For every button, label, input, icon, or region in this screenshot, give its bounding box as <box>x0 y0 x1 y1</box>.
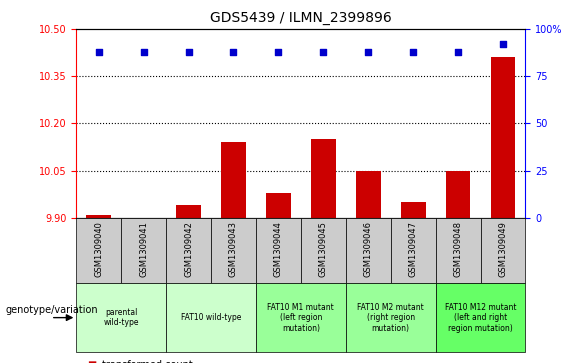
Bar <box>480 218 525 283</box>
Text: GSM1309048: GSM1309048 <box>454 221 463 277</box>
Bar <box>211 218 256 283</box>
Bar <box>490 57 515 218</box>
Point <box>408 49 418 54</box>
Bar <box>266 193 291 218</box>
Bar <box>166 218 211 283</box>
Bar <box>401 202 425 218</box>
Title: GDS5439 / ILMN_2399896: GDS5439 / ILMN_2399896 <box>210 11 392 25</box>
Bar <box>346 218 391 283</box>
Bar <box>436 283 525 352</box>
Text: parental
wild-type: parental wild-type <box>103 308 139 327</box>
Point <box>274 49 283 54</box>
Bar <box>131 218 156 224</box>
Bar <box>166 283 256 352</box>
Text: GSM1309040: GSM1309040 <box>94 221 103 277</box>
Text: GSM1309041: GSM1309041 <box>139 221 148 277</box>
Text: FAT10 M1 mutant
(left region
mutation): FAT10 M1 mutant (left region mutation) <box>267 303 334 333</box>
Bar <box>311 139 336 218</box>
Point <box>319 49 328 54</box>
Text: GSM1309042: GSM1309042 <box>184 221 193 277</box>
Bar <box>436 218 480 283</box>
Point <box>454 49 463 54</box>
Bar <box>256 218 301 283</box>
Text: genotype/variation: genotype/variation <box>6 305 98 315</box>
Bar <box>86 215 111 218</box>
Bar <box>176 205 201 218</box>
Bar <box>76 283 166 352</box>
Text: GSM1309049: GSM1309049 <box>498 221 507 277</box>
Point <box>94 49 103 54</box>
Point <box>364 49 373 54</box>
Text: ■: ■ <box>88 360 97 363</box>
Bar <box>256 283 346 352</box>
Bar <box>346 283 436 352</box>
Point <box>229 49 238 54</box>
Bar <box>356 171 381 218</box>
Bar <box>121 218 166 283</box>
Text: FAT10 M12 mutant
(left and right
region mutation): FAT10 M12 mutant (left and right region … <box>445 303 516 333</box>
Bar <box>391 218 436 283</box>
Bar <box>446 171 471 218</box>
Text: FAT10 M2 mutant
(right region
mutation): FAT10 M2 mutant (right region mutation) <box>357 303 424 333</box>
Text: GSM1309044: GSM1309044 <box>274 221 283 277</box>
Text: GSM1309043: GSM1309043 <box>229 221 238 277</box>
Bar <box>76 218 121 283</box>
Text: FAT10 wild-type: FAT10 wild-type <box>181 313 241 322</box>
Text: transformed count: transformed count <box>102 360 193 363</box>
Text: GSM1309046: GSM1309046 <box>364 221 373 277</box>
Bar <box>221 142 246 218</box>
Text: GSM1309047: GSM1309047 <box>408 221 418 277</box>
Text: GSM1309045: GSM1309045 <box>319 221 328 277</box>
Point <box>139 49 148 54</box>
Point <box>184 49 193 54</box>
Bar <box>301 218 346 283</box>
Point <box>498 41 507 47</box>
